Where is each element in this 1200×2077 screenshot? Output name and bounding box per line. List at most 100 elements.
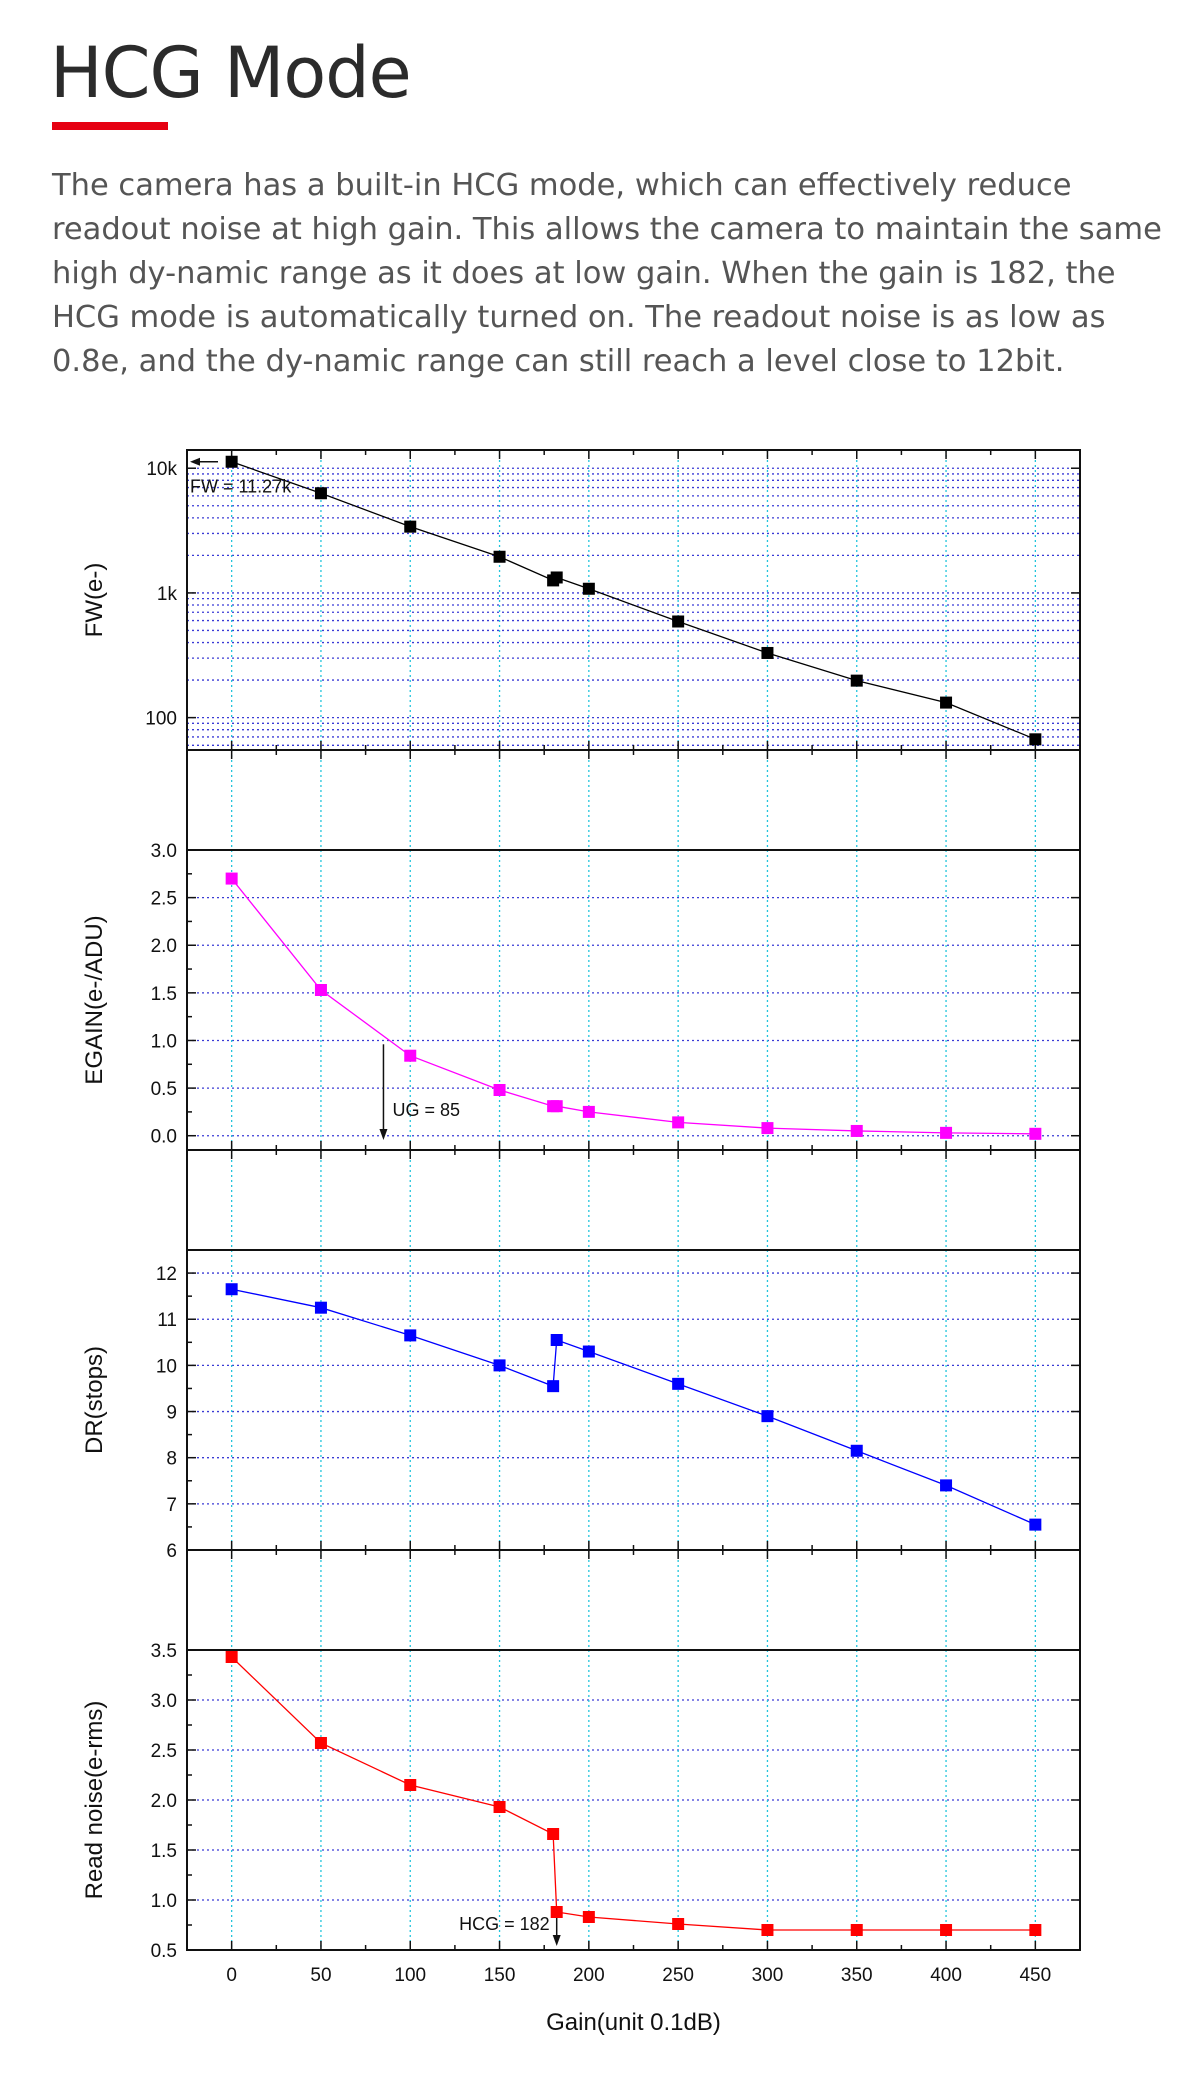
y-axis-title: DR(stops) bbox=[81, 1346, 108, 1454]
y-tick-label: 10k bbox=[146, 459, 177, 480]
data-point bbox=[493, 1084, 506, 1096]
y-tick-label: 0.5 bbox=[151, 1941, 177, 1962]
x-tick-label: 350 bbox=[841, 1965, 873, 1986]
y-tick-label: 11 bbox=[157, 1310, 177, 1331]
y-tick-label: 2.0 bbox=[151, 1791, 177, 1812]
data-point bbox=[582, 1911, 595, 1923]
data-point bbox=[404, 520, 417, 533]
data-point bbox=[940, 1924, 953, 1936]
y-tick-label: 2.5 bbox=[151, 889, 177, 910]
y-tick-label: 3.0 bbox=[151, 1691, 177, 1712]
data-point bbox=[493, 1801, 506, 1813]
data-point bbox=[761, 1122, 774, 1135]
data-point bbox=[314, 487, 327, 500]
series-line bbox=[231, 1656, 1036, 1931]
y-tick-label: 1.5 bbox=[151, 1841, 177, 1862]
x-tick-label: 300 bbox=[752, 1965, 784, 1986]
annotation-arrowhead bbox=[190, 457, 200, 466]
data-point bbox=[1029, 1127, 1042, 1140]
data-point bbox=[672, 1377, 685, 1390]
data-point bbox=[940, 696, 953, 709]
y-tick-label: 2.5 bbox=[151, 1741, 177, 1762]
x-tick-label: 150 bbox=[484, 1965, 516, 1986]
y-tick-label: 1.5 bbox=[151, 984, 177, 1005]
y-tick-label: 7 bbox=[166, 1495, 177, 1516]
y-tick-label: 2.0 bbox=[151, 936, 177, 957]
title-underline bbox=[52, 122, 168, 130]
y-tick-label: 0.0 bbox=[151, 1127, 177, 1148]
y-tick-label: 1.0 bbox=[151, 1031, 177, 1052]
y-tick-label: 3.0 bbox=[151, 841, 177, 862]
data-point bbox=[672, 1116, 685, 1129]
x-tick-label: 100 bbox=[394, 1965, 426, 1986]
description-text: The camera has a built-in HCG mode, whic… bbox=[52, 168, 1162, 379]
data-point bbox=[404, 1049, 417, 1062]
x-axis-title: Gain(unit 0.1dB) bbox=[546, 2009, 721, 2036]
y-tick-label: 1k bbox=[157, 584, 178, 605]
y-axis-title: Read noise(e-rms) bbox=[81, 1701, 108, 1900]
y-tick-label: 3.5 bbox=[151, 1641, 177, 1662]
data-point bbox=[314, 1737, 327, 1749]
data-point bbox=[850, 674, 863, 687]
y-tick-label: 10 bbox=[156, 1356, 177, 1377]
annotation-label: FW = 11.27k bbox=[190, 477, 292, 497]
x-tick-label: 0 bbox=[226, 1965, 237, 1986]
y-tick-label: 9 bbox=[166, 1403, 177, 1424]
data-point bbox=[550, 1334, 563, 1346]
series-line bbox=[231, 878, 1036, 1135]
x-tick-label: 450 bbox=[1019, 1965, 1051, 1986]
data-point bbox=[225, 872, 238, 885]
data-point bbox=[225, 1283, 238, 1296]
data-point bbox=[850, 1924, 863, 1936]
x-tick-label: 200 bbox=[573, 1965, 605, 1986]
data-point bbox=[547, 1828, 560, 1840]
page-title: HCG Mode bbox=[50, 32, 412, 114]
y-tick-label: 6 bbox=[166, 1541, 177, 1562]
data-point bbox=[404, 1779, 417, 1791]
data-point bbox=[550, 571, 563, 584]
data-point bbox=[850, 1124, 863, 1137]
data-point bbox=[940, 1479, 953, 1492]
data-point bbox=[493, 1359, 506, 1372]
x-tick-label: 400 bbox=[930, 1965, 962, 1986]
y-axis-title: EGAIN(e-/ADU) bbox=[81, 915, 108, 1084]
y-axis-title: FW(e-) bbox=[81, 563, 108, 638]
annotation-arrowhead bbox=[552, 1935, 561, 1946]
series-line bbox=[231, 461, 1036, 740]
annotation-arrowhead bbox=[379, 1129, 388, 1140]
data-point bbox=[225, 455, 238, 468]
data-point bbox=[940, 1126, 953, 1139]
data-point bbox=[672, 1918, 685, 1930]
data-point bbox=[547, 1380, 560, 1393]
data-point bbox=[582, 1345, 595, 1358]
x-tick-label: 250 bbox=[662, 1965, 694, 1986]
y-tick-label: 0.5 bbox=[151, 1079, 177, 1100]
data-point bbox=[493, 550, 506, 563]
data-point bbox=[404, 1329, 417, 1342]
annotation-label: UG = 85 bbox=[392, 1100, 460, 1120]
data-point bbox=[225, 1651, 238, 1663]
data-point bbox=[1029, 733, 1042, 746]
data-point bbox=[761, 646, 774, 659]
data-point bbox=[582, 582, 595, 595]
annotation-label: HCG = 182 bbox=[459, 1914, 550, 1934]
data-point bbox=[672, 615, 685, 628]
series-line bbox=[231, 1288, 1036, 1526]
data-point bbox=[314, 984, 327, 996]
chart-panel-1: 100 1k 10k FW(e-) FW = 11.27k bbox=[81, 449, 1081, 751]
chart-panel-4: 0.5 1.0 1.5 2.0 2.5 3.0 3.5 Read noise(e-rms) HC… bbox=[81, 1549, 1081, 1962]
data-point bbox=[550, 1100, 563, 1113]
chart-panel-3: 6 7 8 9 10 11 12 DR(stops) bbox=[81, 1149, 1081, 1562]
y-tick-label: 8 bbox=[166, 1449, 177, 1470]
data-point bbox=[314, 1301, 327, 1314]
data-point bbox=[761, 1924, 774, 1936]
y-tick-label: 100 bbox=[145, 709, 177, 730]
y-tick-label: 12 bbox=[156, 1264, 177, 1285]
data-point bbox=[850, 1444, 863, 1457]
chart-panel-2: 0.0 0.5 1.0 1.5 2.0 2.5 3.0 EGAIN(e-/ADU) UG = 8… bbox=[81, 749, 1081, 1151]
data-point bbox=[761, 1410, 774, 1423]
data-point bbox=[1029, 1924, 1042, 1936]
y-tick-label: 1.0 bbox=[151, 1891, 177, 1912]
data-point bbox=[550, 1906, 563, 1918]
